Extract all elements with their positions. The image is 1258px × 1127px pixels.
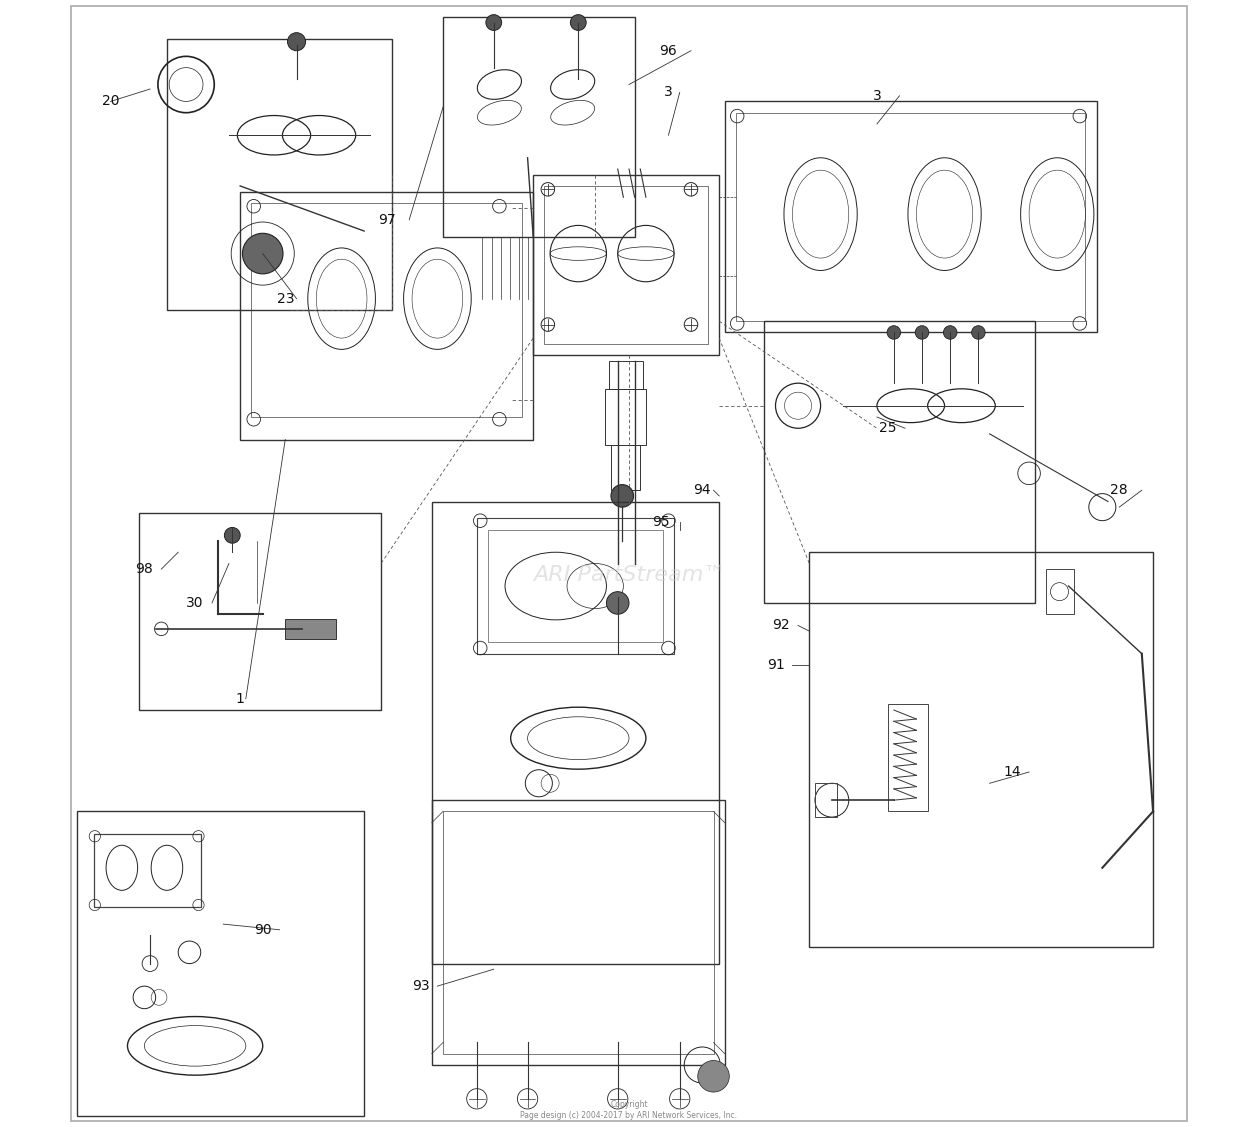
Bar bbox=[765, 321, 1035, 603]
Text: Copyright
Page design (c) 2004-2017 by ARI Network Services, Inc.: Copyright Page design (c) 2004-2017 by A… bbox=[521, 1100, 737, 1120]
Text: 1: 1 bbox=[235, 692, 244, 706]
Bar bbox=[1045, 569, 1074, 614]
Circle shape bbox=[971, 326, 985, 339]
Bar bbox=[736, 113, 1086, 321]
Bar bbox=[77, 811, 364, 1116]
Bar bbox=[815, 783, 838, 817]
Bar bbox=[605, 389, 645, 445]
Bar bbox=[477, 518, 674, 654]
Bar bbox=[443, 17, 634, 237]
Text: 94: 94 bbox=[693, 483, 711, 497]
Text: 96: 96 bbox=[659, 44, 677, 57]
Text: 28: 28 bbox=[1111, 483, 1128, 497]
Circle shape bbox=[944, 326, 957, 339]
Bar bbox=[252, 203, 522, 417]
Circle shape bbox=[486, 15, 502, 30]
Circle shape bbox=[916, 326, 928, 339]
Text: 95: 95 bbox=[652, 515, 669, 529]
Text: 97: 97 bbox=[377, 213, 395, 227]
Bar bbox=[167, 39, 392, 310]
Bar bbox=[240, 192, 533, 440]
Bar bbox=[888, 704, 927, 811]
Text: 93: 93 bbox=[411, 979, 429, 993]
Circle shape bbox=[243, 233, 283, 274]
Bar bbox=[809, 552, 1154, 947]
Circle shape bbox=[698, 1061, 730, 1092]
Bar bbox=[533, 175, 720, 355]
Circle shape bbox=[611, 485, 634, 507]
Bar bbox=[443, 811, 713, 1054]
Circle shape bbox=[606, 592, 629, 614]
Bar bbox=[431, 800, 725, 1065]
Text: 30: 30 bbox=[186, 596, 204, 610]
Bar bbox=[611, 445, 640, 490]
Text: 3: 3 bbox=[664, 86, 673, 99]
Text: 3: 3 bbox=[873, 89, 882, 103]
Bar bbox=[545, 186, 708, 344]
Text: 25: 25 bbox=[879, 421, 897, 435]
Text: 92: 92 bbox=[772, 619, 790, 632]
Circle shape bbox=[288, 33, 306, 51]
Bar bbox=[488, 530, 663, 642]
Circle shape bbox=[570, 15, 586, 30]
Bar bbox=[93, 834, 201, 907]
Text: ARI PartStream™: ARI PartStream™ bbox=[532, 565, 726, 585]
Bar bbox=[138, 513, 381, 710]
Circle shape bbox=[224, 527, 240, 543]
Bar bbox=[286, 619, 336, 639]
Text: 90: 90 bbox=[254, 923, 272, 937]
Bar bbox=[725, 101, 1097, 332]
Text: 91: 91 bbox=[766, 658, 785, 672]
Text: 23: 23 bbox=[277, 292, 294, 305]
Circle shape bbox=[887, 326, 901, 339]
Text: 14: 14 bbox=[1004, 765, 1021, 779]
Text: 98: 98 bbox=[136, 562, 153, 576]
Bar bbox=[431, 502, 720, 964]
Bar bbox=[609, 361, 643, 389]
Text: 20: 20 bbox=[102, 95, 120, 108]
